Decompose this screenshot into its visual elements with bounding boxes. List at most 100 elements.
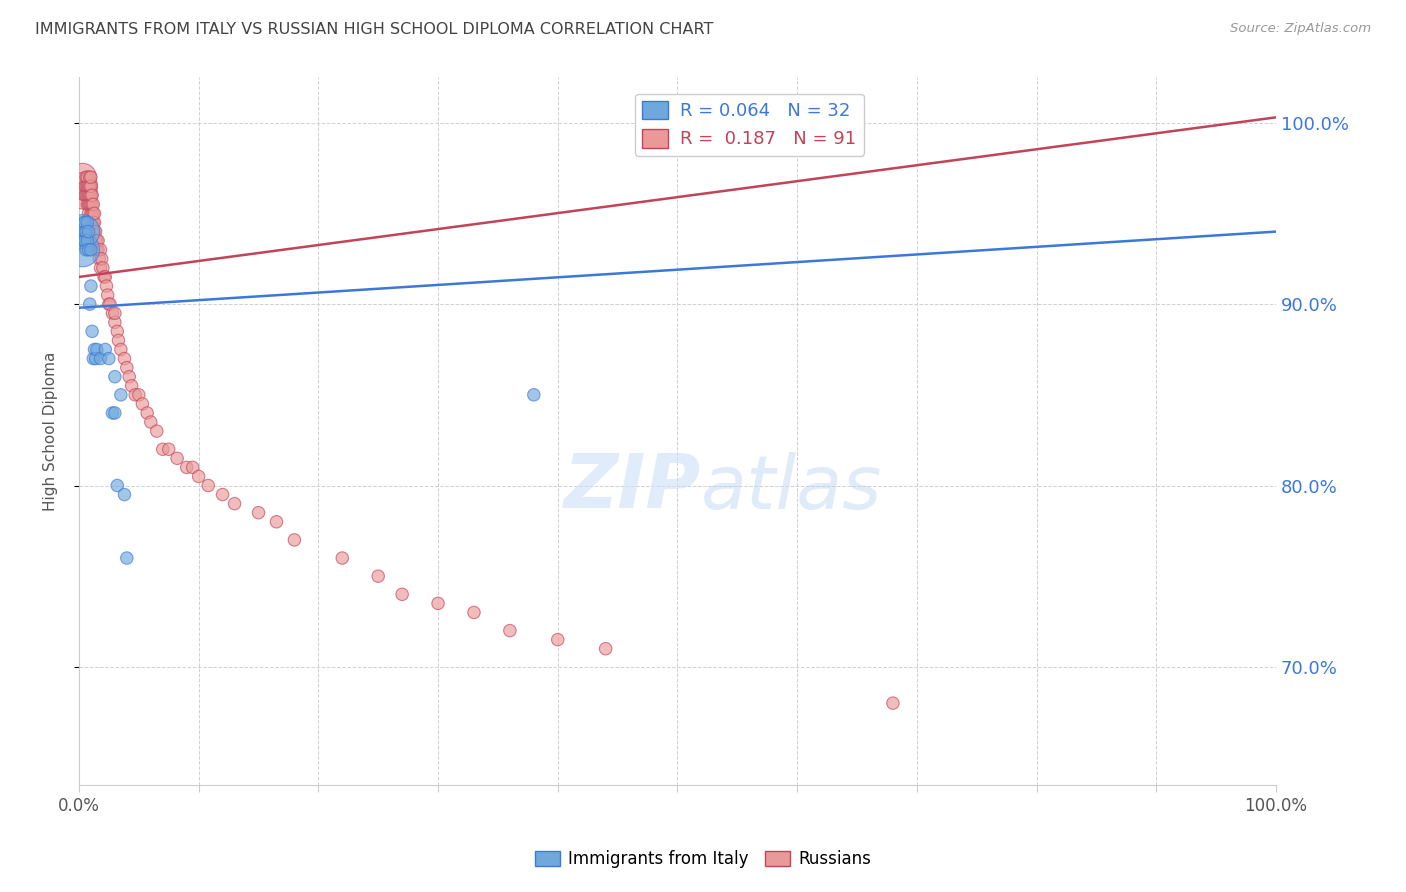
Legend: Immigrants from Italy, Russians: Immigrants from Italy, Russians xyxy=(529,844,877,875)
Text: IMMIGRANTS FROM ITALY VS RUSSIAN HIGH SCHOOL DIPLOMA CORRELATION CHART: IMMIGRANTS FROM ITALY VS RUSSIAN HIGH SC… xyxy=(35,22,713,37)
Point xyxy=(211,487,233,501)
Point xyxy=(93,269,115,284)
Point xyxy=(83,215,105,229)
Point xyxy=(76,170,98,185)
Point xyxy=(82,215,104,229)
Point xyxy=(80,243,103,257)
Point xyxy=(86,343,108,357)
Point xyxy=(166,451,188,466)
Point xyxy=(266,515,288,529)
Point xyxy=(82,188,104,202)
Point xyxy=(84,234,107,248)
Point xyxy=(75,188,97,202)
Point xyxy=(90,252,112,266)
Point xyxy=(80,206,103,220)
Point xyxy=(101,406,124,420)
Point xyxy=(97,351,120,366)
Point xyxy=(139,415,162,429)
Point xyxy=(197,478,219,492)
Point xyxy=(82,206,104,220)
Point xyxy=(82,206,104,220)
Point xyxy=(72,225,94,239)
Point xyxy=(73,179,96,194)
Point xyxy=(136,406,159,420)
Text: ZIP: ZIP xyxy=(564,451,702,524)
Point xyxy=(110,343,132,357)
Point xyxy=(104,306,127,320)
Point xyxy=(73,234,96,248)
Point xyxy=(547,632,569,647)
Point xyxy=(115,360,138,375)
Point xyxy=(73,225,96,239)
Point xyxy=(145,424,167,438)
Point xyxy=(114,487,136,501)
Point xyxy=(96,279,118,293)
Point xyxy=(224,497,246,511)
Point xyxy=(75,179,97,194)
Point xyxy=(104,406,127,420)
Point xyxy=(76,234,98,248)
Point xyxy=(104,369,127,384)
Point xyxy=(114,351,136,366)
Point xyxy=(77,197,100,211)
Point xyxy=(131,397,153,411)
Point xyxy=(83,225,105,239)
Point xyxy=(73,215,96,229)
Point xyxy=(72,243,94,257)
Point xyxy=(391,587,413,601)
Point xyxy=(115,551,138,566)
Point xyxy=(367,569,389,583)
Point xyxy=(89,252,111,266)
Point xyxy=(94,269,117,284)
Point xyxy=(104,315,127,329)
Point xyxy=(75,170,97,185)
Point xyxy=(79,297,101,311)
Point xyxy=(79,188,101,202)
Point xyxy=(187,469,209,483)
Point xyxy=(83,206,105,220)
Point xyxy=(98,297,121,311)
Point xyxy=(76,179,98,194)
Point xyxy=(181,460,204,475)
Point xyxy=(80,170,103,185)
Point xyxy=(87,234,110,248)
Point xyxy=(73,234,96,248)
Point xyxy=(247,506,270,520)
Point xyxy=(463,606,485,620)
Y-axis label: High School Diploma: High School Diploma xyxy=(44,351,58,511)
Point xyxy=(107,334,129,348)
Point xyxy=(97,297,120,311)
Point xyxy=(84,225,107,239)
Point xyxy=(101,306,124,320)
Point xyxy=(77,225,100,239)
Point xyxy=(89,260,111,275)
Point xyxy=(97,288,120,302)
Point xyxy=(82,351,104,366)
Point xyxy=(82,197,104,211)
Point xyxy=(499,624,522,638)
Point xyxy=(72,170,94,185)
Point xyxy=(89,351,111,366)
Point xyxy=(110,388,132,402)
Point xyxy=(283,533,305,547)
Point xyxy=(82,215,104,229)
Point xyxy=(83,343,105,357)
Point xyxy=(75,243,97,257)
Point xyxy=(523,388,546,402)
Text: Source: ZipAtlas.com: Source: ZipAtlas.com xyxy=(1230,22,1371,36)
Point xyxy=(84,351,107,366)
Point xyxy=(73,179,96,194)
Point xyxy=(105,478,128,492)
Point xyxy=(128,388,150,402)
Point xyxy=(73,215,96,229)
Point xyxy=(86,234,108,248)
Point xyxy=(76,197,98,211)
Point xyxy=(176,460,198,475)
Point xyxy=(330,551,353,566)
Point xyxy=(77,243,100,257)
Point xyxy=(79,170,101,185)
Point xyxy=(94,343,117,357)
Point xyxy=(76,188,98,202)
Point xyxy=(89,243,111,257)
Point xyxy=(124,388,146,402)
